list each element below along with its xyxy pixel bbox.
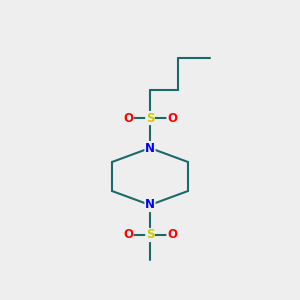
Text: O: O [123,229,133,242]
Text: S: S [146,112,154,124]
Text: N: N [145,142,155,154]
Text: O: O [123,112,133,124]
Text: S: S [146,229,154,242]
Text: O: O [167,112,177,124]
Text: N: N [145,199,155,212]
Text: O: O [167,229,177,242]
